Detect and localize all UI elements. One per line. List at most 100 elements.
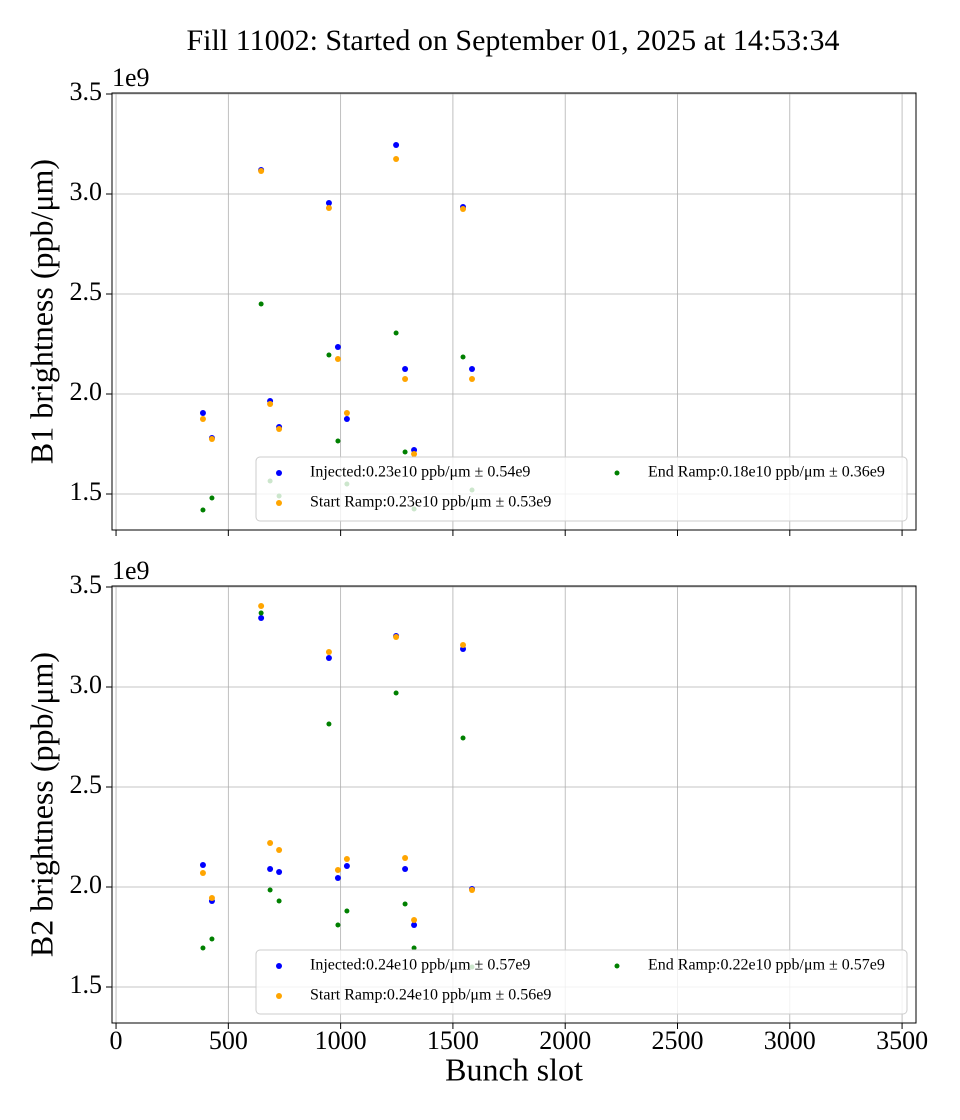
axes-frame <box>111 585 917 1024</box>
legend-marker <box>276 993 282 999</box>
data-point <box>208 436 215 442</box>
legend-marker <box>614 470 620 476</box>
data-point <box>267 401 274 407</box>
legend-label: End Ramp:0.18e10 ppb/μm ± 0.36e9 <box>648 464 885 481</box>
x-tick-label: 1500 <box>427 1026 479 1055</box>
data-point <box>258 168 265 174</box>
legend-label: Start Ramp:0.23e10 ppb/μm ± 0.53e9 <box>310 494 551 511</box>
data-point <box>411 451 418 457</box>
data-point <box>402 366 409 372</box>
legend-marker <box>614 963 620 969</box>
data-point <box>343 416 350 422</box>
legend-box <box>255 949 908 1015</box>
y-tick-label: 3.0 <box>70 670 103 699</box>
x-tick-label: 2000 <box>539 1026 591 1055</box>
data-point <box>200 507 206 513</box>
axes-frame <box>111 92 917 531</box>
data-point <box>325 655 332 661</box>
data-point <box>393 330 399 336</box>
data-point <box>460 354 466 360</box>
data-point <box>199 410 206 416</box>
data-point <box>393 142 400 148</box>
y-tick-label: 2.0 <box>70 377 103 406</box>
y-axis-label: B2 brightness (ppb/μm) <box>23 652 59 957</box>
data-point <box>402 901 408 907</box>
x-tick-label: 2500 <box>651 1026 703 1055</box>
data-point <box>325 649 332 655</box>
y-tick-label: 1.5 <box>70 477 103 506</box>
data-point <box>200 945 206 951</box>
legend-label: End Ramp:0.22e10 ppb/μm ± 0.57e9 <box>648 957 885 974</box>
data-point <box>276 869 283 875</box>
data-point <box>199 862 206 868</box>
y-tick-label: 3.0 <box>70 177 103 206</box>
data-point <box>267 866 274 872</box>
data-point <box>334 875 341 881</box>
data-point <box>402 449 408 455</box>
x-axis-label: Bunch slot <box>445 1051 583 1087</box>
data-point <box>343 410 350 416</box>
data-point <box>393 690 399 696</box>
data-point <box>334 356 341 362</box>
data-point <box>325 205 332 211</box>
data-point <box>334 344 341 350</box>
data-point <box>335 438 341 444</box>
data-point <box>208 895 215 901</box>
legend-marker <box>276 470 282 476</box>
x-tick-label: 500 <box>209 1026 248 1055</box>
chart-title: Fill 11002: Started on September 01, 202… <box>187 24 840 57</box>
legend-label: Start Ramp:0.24e10 ppb/μm ± 0.56e9 <box>310 987 551 1004</box>
data-point <box>258 615 265 621</box>
data-point <box>344 908 350 914</box>
y-axis-label: B1 brightness (ppb/μm) <box>23 159 59 464</box>
data-point <box>258 603 265 609</box>
data-point <box>326 352 332 358</box>
data-point <box>267 887 273 893</box>
data-point <box>335 922 341 928</box>
data-point <box>469 376 476 382</box>
data-point <box>258 301 264 307</box>
data-point <box>460 206 467 212</box>
data-point <box>460 735 466 741</box>
legend-box <box>255 456 908 522</box>
y-tick-label: 2.0 <box>70 870 103 899</box>
data-point <box>393 156 400 162</box>
data-point <box>393 634 400 640</box>
data-point <box>469 366 476 372</box>
y-tick-label: 1.5 <box>70 970 103 999</box>
data-point <box>209 936 215 942</box>
data-point <box>209 495 215 501</box>
data-point <box>343 863 350 869</box>
y-tick-label: 3.5 <box>70 570 103 599</box>
data-point <box>258 610 264 616</box>
data-point <box>326 721 332 727</box>
data-point <box>343 856 350 862</box>
data-point <box>402 376 409 382</box>
data-point <box>267 840 274 846</box>
x-tick-label: 0 <box>110 1026 123 1055</box>
offset-text: 1e9 <box>112 63 150 92</box>
legend-marker <box>276 963 282 969</box>
y-tick-label: 2.5 <box>70 277 103 306</box>
data-point <box>276 847 283 853</box>
legend-label: Injected:0.24e10 ppb/μm ± 0.57e9 <box>310 957 530 974</box>
y-tick-label: 2.5 <box>70 770 103 799</box>
x-tick-label: 1000 <box>315 1026 367 1055</box>
data-point <box>411 917 418 923</box>
data-point <box>199 416 206 422</box>
data-point <box>411 945 417 951</box>
data-point <box>411 922 418 928</box>
offset-text: 1e9 <box>112 556 150 585</box>
y-tick-label: 3.5 <box>70 77 103 106</box>
data-point <box>334 867 341 873</box>
x-tick-label: 3500 <box>876 1026 928 1055</box>
data-point <box>276 898 282 904</box>
legend-label: Injected:0.23e10 ppb/μm ± 0.54e9 <box>310 464 530 481</box>
data-point <box>325 200 332 206</box>
data-point <box>199 870 206 876</box>
x-tick-label: 3000 <box>764 1026 816 1055</box>
data-point <box>402 866 409 872</box>
legend-marker <box>276 500 282 506</box>
